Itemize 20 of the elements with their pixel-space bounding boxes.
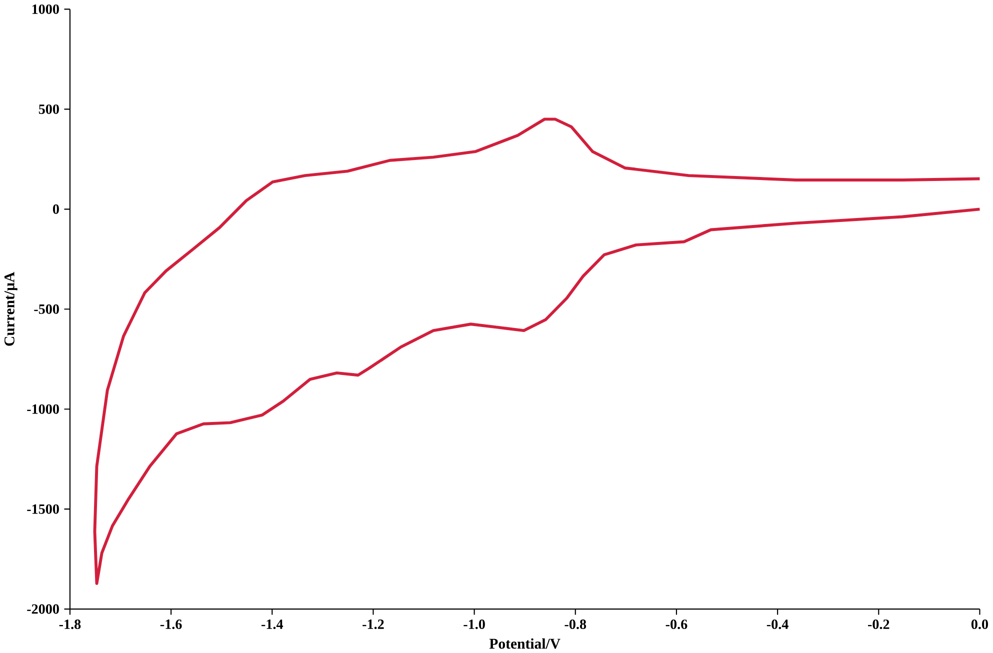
y-tick-label: -1500 [27, 504, 59, 514]
x-tick-label: -1.6 [160, 619, 182, 629]
x-tick-label: -1.2 [362, 619, 384, 629]
x-tick-label: -0.8 [564, 619, 586, 629]
y-axis-title: Current/µA [4, 272, 18, 346]
y-tick-label: -2000 [27, 604, 59, 614]
y-tick-label: -1000 [27, 404, 59, 414]
y-tick-label: -500 [34, 304, 59, 314]
x-tick-label: 0.0 [971, 619, 988, 629]
y-tick-label: 500 [38, 104, 59, 114]
x-tick-label: -1.8 [59, 619, 81, 629]
x-tick-label: -0.6 [666, 619, 688, 629]
y-tick-label: 0 [52, 204, 59, 214]
line-series [93, 118, 982, 585]
x-axis-title: Potential/V [489, 638, 560, 649]
x-tick-label: -0.4 [766, 619, 788, 629]
x-tick-label: -1.0 [464, 619, 485, 629]
x-tick-label: -1.4 [261, 619, 284, 629]
y-tick-label: 1000 [32, 4, 59, 14]
x-tick-label: -0.2 [868, 619, 890, 629]
